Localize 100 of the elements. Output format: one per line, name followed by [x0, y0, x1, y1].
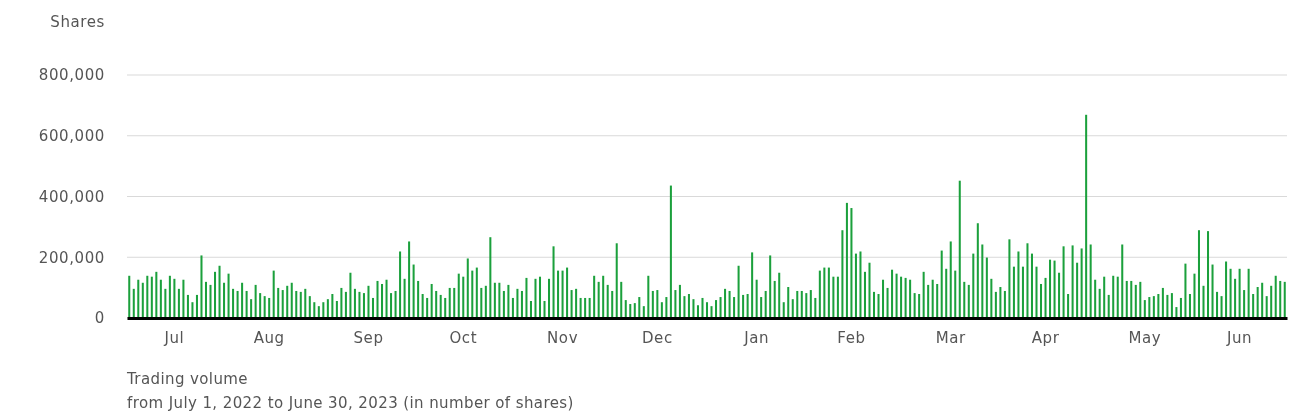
bar [168, 275, 171, 318]
bar [227, 273, 230, 318]
bar [259, 293, 262, 318]
bar [1211, 264, 1214, 318]
bar [204, 281, 207, 318]
bar [304, 288, 307, 318]
bar [277, 287, 280, 318]
bar [900, 276, 903, 318]
bar [769, 255, 772, 318]
bar [254, 284, 257, 318]
bar [1279, 280, 1282, 318]
bar [241, 282, 244, 318]
bar [1103, 276, 1106, 318]
bar [132, 288, 135, 318]
bar [836, 276, 839, 318]
y-tick-label: 0 [94, 309, 105, 328]
bar [931, 279, 934, 318]
bar [633, 303, 636, 318]
bar [620, 281, 623, 318]
bar [1139, 281, 1142, 318]
bar [326, 299, 329, 318]
x-tick-label: Apr [1031, 328, 1060, 347]
bar [214, 271, 217, 318]
x-tick-label: Feb [837, 328, 866, 347]
bar [1179, 297, 1182, 318]
bar [223, 282, 226, 318]
bar [760, 297, 763, 318]
bar [755, 279, 758, 318]
bar [155, 271, 158, 318]
bar [1080, 248, 1083, 318]
bar [967, 284, 970, 318]
bar [358, 291, 361, 318]
bar [480, 287, 483, 318]
bar [683, 296, 686, 318]
bar [1116, 276, 1119, 318]
bar [818, 270, 821, 318]
bar [895, 273, 898, 318]
bar [566, 267, 569, 318]
bar [191, 302, 194, 318]
bar [331, 294, 334, 318]
bar [200, 255, 203, 318]
bar [624, 300, 627, 318]
bar [1216, 291, 1219, 318]
bar [796, 290, 799, 318]
bar [164, 288, 167, 318]
bar [1161, 287, 1164, 318]
bar [999, 287, 1002, 318]
bar [1134, 284, 1137, 318]
y-axis-title: Shares [50, 13, 105, 31]
bar [367, 285, 370, 318]
bar [177, 288, 180, 318]
bar [1247, 268, 1250, 318]
bar [990, 278, 993, 318]
bar [579, 297, 582, 318]
bar [272, 270, 275, 318]
bar [651, 290, 654, 318]
bar [308, 296, 311, 318]
bar [1274, 275, 1277, 318]
bar [484, 285, 487, 318]
bar [353, 288, 356, 318]
bar [782, 302, 785, 318]
bar [520, 290, 523, 318]
bar [381, 283, 384, 318]
bar [949, 241, 952, 318]
bar [1184, 263, 1187, 318]
bar [872, 291, 876, 318]
bar [399, 251, 402, 318]
bar [290, 282, 293, 318]
bar [1012, 266, 1015, 318]
bar [1035, 266, 1038, 318]
bar [1261, 282, 1264, 318]
bar [286, 285, 289, 318]
bar [1252, 294, 1255, 318]
x-tick-label: Jan [743, 328, 770, 347]
bar [602, 275, 605, 318]
bar [1225, 261, 1228, 318]
bar [295, 290, 298, 318]
bar [529, 300, 532, 318]
bar [584, 297, 587, 318]
bar [1044, 277, 1047, 318]
bar [1030, 253, 1033, 318]
bar [972, 253, 975, 318]
bar [724, 288, 727, 318]
bar [1175, 307, 1178, 318]
bar [638, 297, 641, 318]
bar [656, 290, 659, 318]
bar [340, 287, 343, 318]
bar [886, 287, 889, 318]
bar [764, 290, 767, 318]
bar [1062, 246, 1065, 318]
bar [1067, 294, 1070, 318]
bar [453, 287, 456, 318]
bar [611, 290, 614, 318]
bar [362, 293, 365, 318]
bar [922, 271, 925, 318]
bar [146, 275, 149, 318]
bar [232, 288, 235, 318]
bar [1008, 239, 1011, 318]
bar [1094, 279, 1097, 318]
bar [1220, 296, 1223, 318]
